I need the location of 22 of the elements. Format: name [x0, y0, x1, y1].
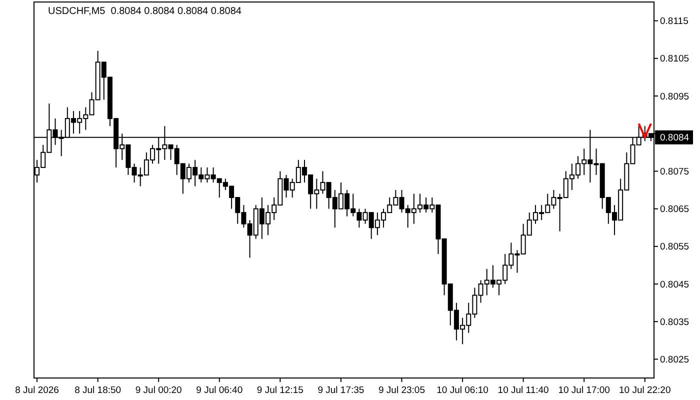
y-tick-label: 0.8025: [660, 354, 690, 366]
x-tick-label: 8 Jul 18:50: [74, 385, 122, 396]
x-tick-label: 9 Jul 00:20: [135, 385, 182, 396]
x-tick-label: 10 Jul 17:00: [558, 385, 610, 396]
x-tick-label: 9 Jul 06:40: [196, 385, 243, 396]
y-tick-label: 0.8115: [660, 16, 688, 28]
x-tick-label: 10 Jul 06:10: [436, 385, 488, 396]
y-tick-label: 0.8055: [660, 242, 690, 253]
y-tick-label: 0.8065: [660, 204, 690, 216]
y-tick-label: 0.8075: [660, 166, 690, 178]
chart-title: USDCHF,M5 0.8084 0.8084 0.8084 0.8084: [48, 6, 242, 17]
y-tick-label: 0.8095: [660, 91, 690, 102]
x-tick-label: 9 Jul 17:35: [318, 385, 364, 396]
y-tick-label: 0.8035: [660, 316, 690, 328]
y-tick-label: 0.8045: [660, 279, 690, 290]
x-tick-label: 10 Jul 11:40: [498, 385, 549, 396]
x-tick-label: 10 Jul 22:20: [619, 385, 671, 396]
x-tick-label: 9 Jul 12:15: [256, 385, 304, 396]
x-tick-label: 8 Jul 2026: [15, 385, 59, 396]
ref-line-label: 0.8084: [660, 132, 690, 144]
x-tick-label: 9 Jul 23:05: [378, 385, 425, 396]
y-tick-label: 0.8105: [660, 54, 690, 65]
